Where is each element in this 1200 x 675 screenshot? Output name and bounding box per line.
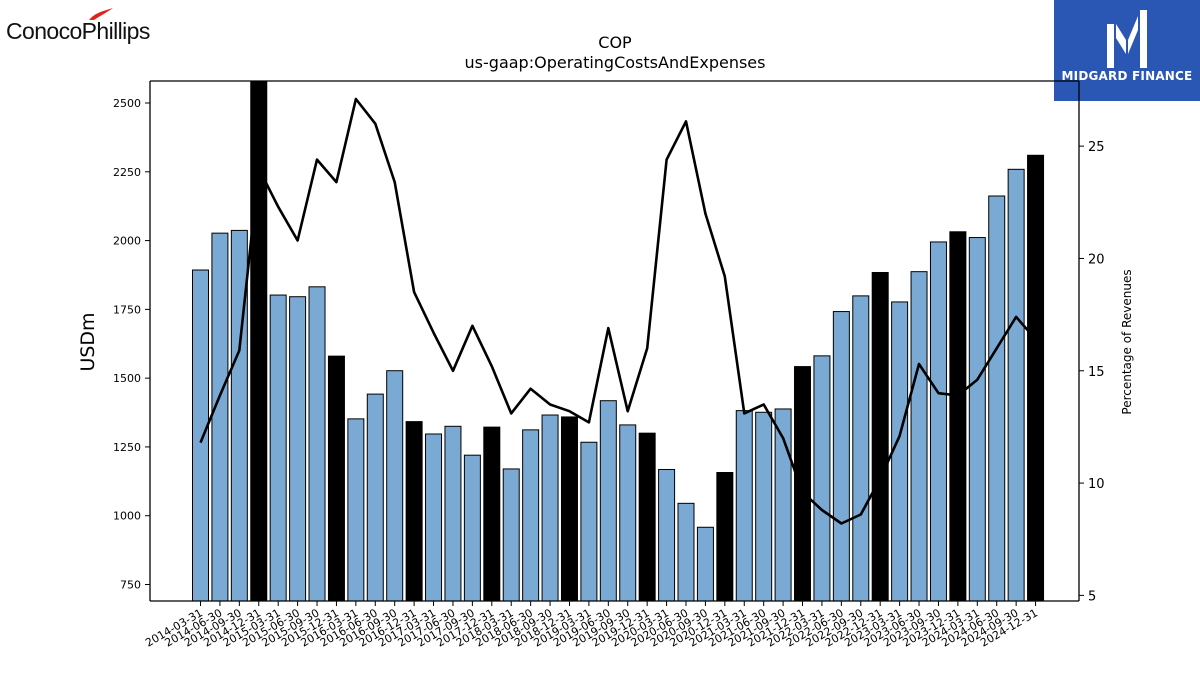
bar	[289, 296, 307, 602]
bar	[832, 311, 850, 602]
bar	[891, 301, 909, 602]
y-tick-label: 1500	[113, 372, 141, 385]
bar	[599, 400, 617, 602]
bar	[580, 441, 598, 602]
bar	[638, 432, 656, 602]
y2-tick-label: 15	[1088, 365, 1105, 380]
bar	[541, 414, 559, 602]
y2-tick-label: 10	[1088, 477, 1105, 492]
bar	[192, 269, 209, 602]
bar	[988, 195, 1006, 602]
bar	[794, 366, 812, 602]
y-tick-label: 2500	[113, 97, 141, 110]
bar	[871, 271, 889, 602]
bar	[813, 355, 831, 602]
flag-icon	[89, 8, 113, 20]
y2-axis-label: Percentage of Revenues	[1120, 269, 1134, 414]
bar	[444, 425, 462, 602]
bar	[386, 370, 404, 602]
bar	[755, 411, 773, 602]
bar	[327, 355, 345, 602]
chart-subtitle: us-gaap:OperatingCostsAndExpenses	[465, 53, 766, 72]
bar	[1007, 168, 1025, 602]
bar	[716, 472, 734, 602]
bar	[405, 421, 423, 602]
y2-tick-label: 25	[1088, 140, 1105, 155]
bar	[366, 393, 384, 602]
bar	[269, 294, 287, 602]
bar	[560, 416, 578, 602]
brand-wordmark: ConocoPhillips	[6, 18, 150, 44]
bar	[735, 410, 753, 602]
bar	[619, 424, 637, 602]
bar	[502, 468, 520, 602]
y-axis-label: USDm	[77, 312, 99, 371]
bar	[250, 80, 268, 602]
chart-title: COP	[598, 33, 632, 52]
bar	[463, 454, 481, 602]
y-tick-label: 1750	[113, 303, 141, 316]
bar	[696, 526, 714, 602]
bar	[910, 271, 928, 602]
percentage-line	[199, 97, 1037, 525]
bar	[929, 241, 947, 602]
bar	[658, 468, 676, 602]
bar	[1027, 154, 1045, 602]
bar	[852, 295, 870, 602]
y-tick-label: 750	[120, 578, 141, 591]
bar	[677, 502, 695, 602]
y-tick-label: 1250	[113, 441, 141, 454]
brand-name: MIDGARD FINANCE	[1061, 69, 1193, 83]
y2-tick-label: 20	[1088, 252, 1105, 267]
y-tick-label: 1000	[113, 510, 141, 523]
y-tick-label: 2250	[113, 166, 141, 179]
bar	[522, 429, 540, 602]
conocophillips-logo: ConocoPhillips	[6, 8, 176, 48]
bar	[949, 231, 967, 602]
bar	[483, 426, 501, 602]
midgard-finance-logo: MIDGARD FINANCE	[1054, 0, 1200, 101]
midgard-m-icon	[1107, 10, 1147, 68]
bar	[211, 232, 229, 602]
bar	[347, 418, 365, 602]
bar	[968, 237, 986, 602]
y2-tick-label: 5	[1088, 589, 1096, 604]
bar	[425, 433, 443, 602]
bar	[308, 286, 326, 602]
y-tick-label: 2000	[113, 235, 141, 248]
